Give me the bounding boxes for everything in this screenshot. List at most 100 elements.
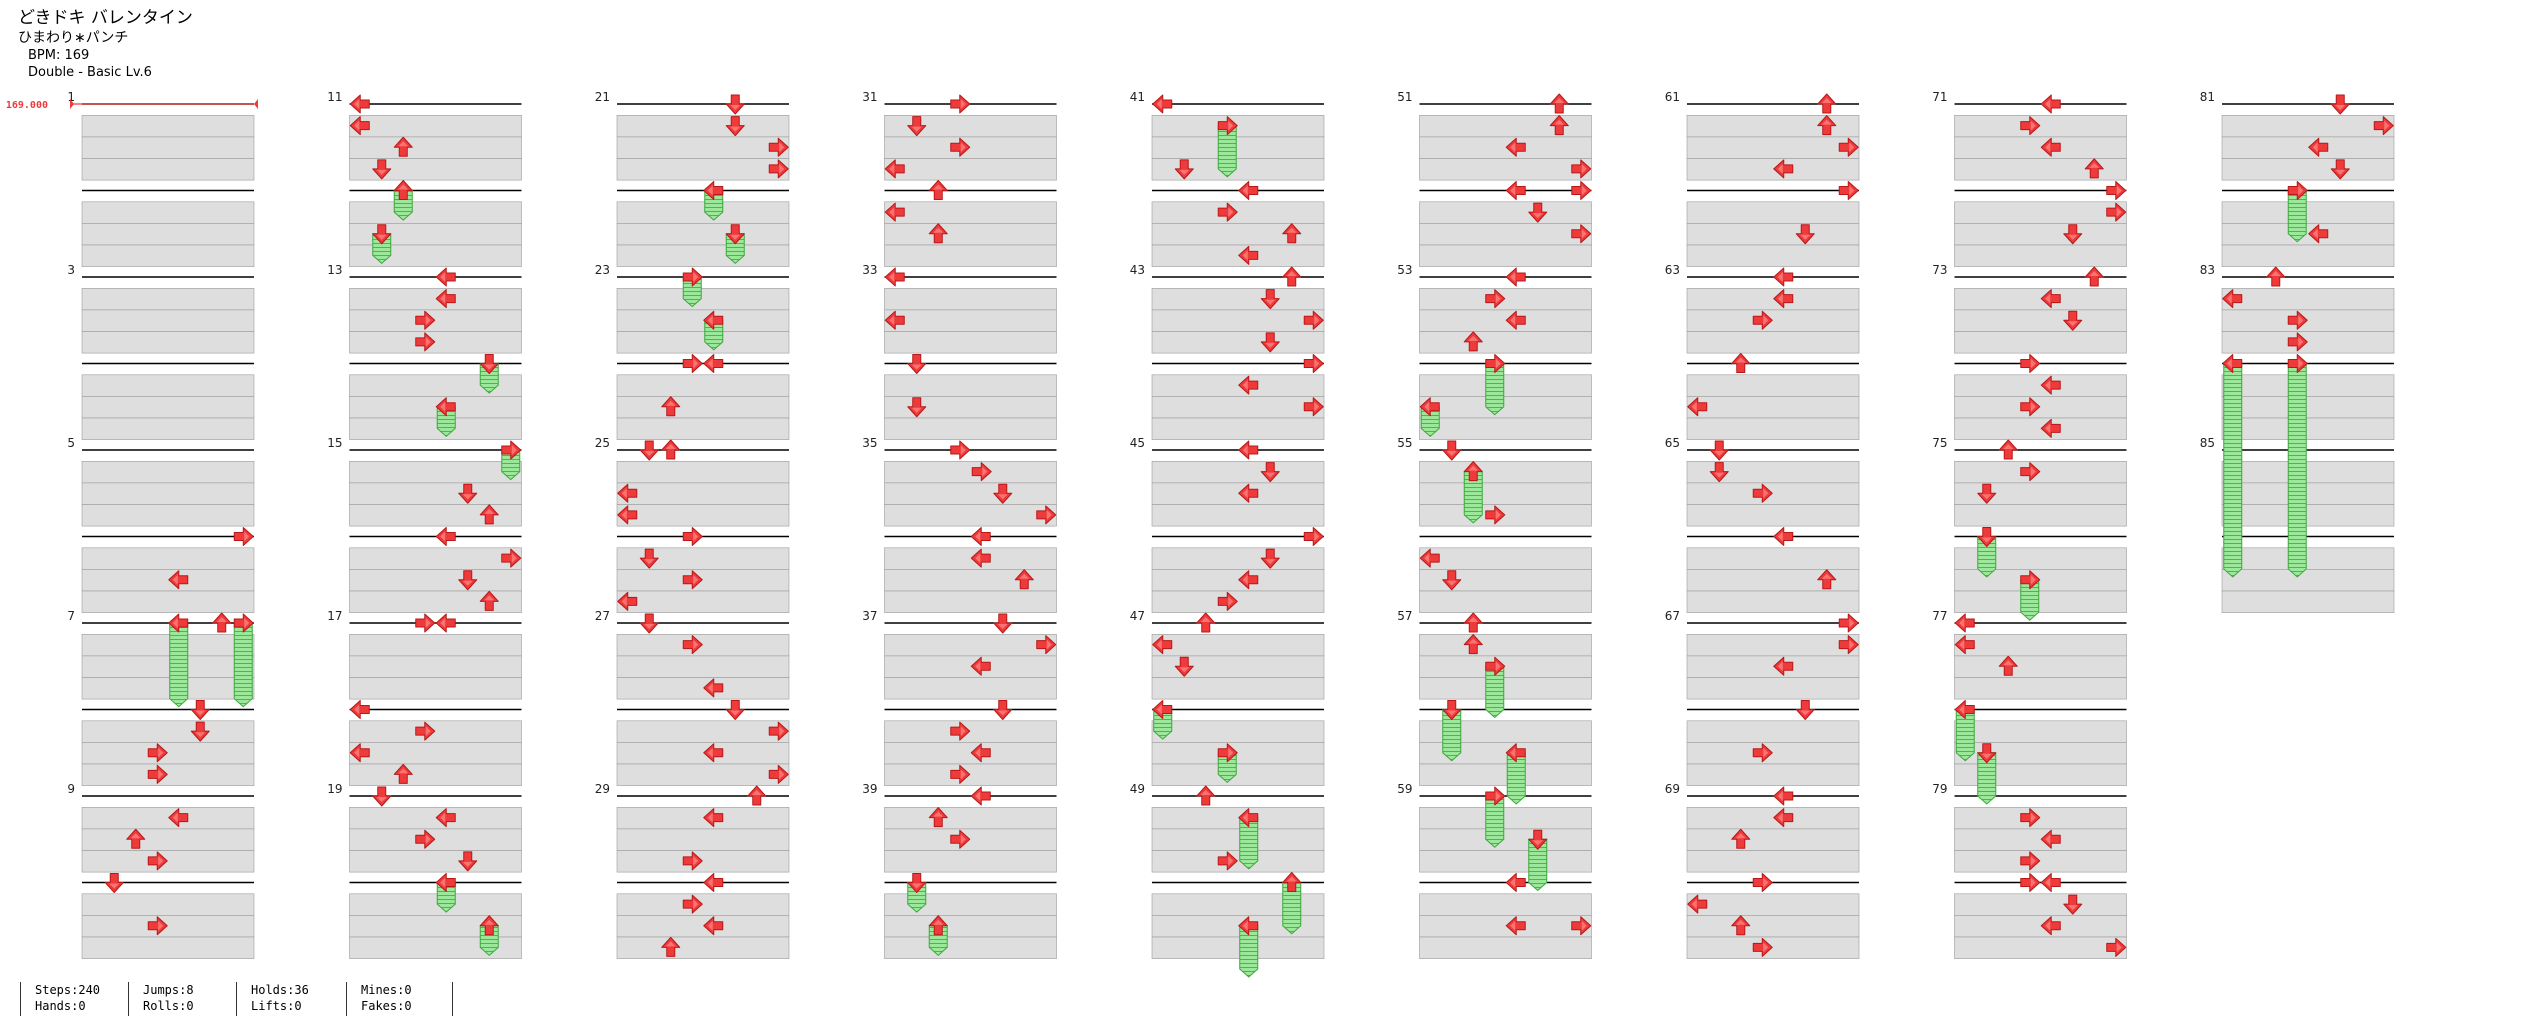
beat-row [1151, 309, 1325, 332]
beat-row [2221, 547, 2395, 570]
arrow-left-icon [435, 613, 456, 633]
arrow-left-icon [884, 159, 905, 179]
measure-number: 17 [327, 609, 342, 623]
arrow-down-icon [2063, 310, 2083, 331]
arrow-right-icon [2020, 808, 2041, 828]
stat-value: Holds:36 [251, 983, 309, 997]
hold-body [2223, 363, 2243, 578]
beat-row [1419, 677, 1592, 700]
beat-row [81, 850, 255, 873]
arrow-left-icon [1505, 181, 1526, 200]
hold-layer [169, 125, 2307, 978]
beat-row [1419, 460, 1592, 484]
beat-row [1954, 136, 2127, 159]
beat-row [1151, 742, 1325, 765]
beat-row [2221, 460, 2395, 484]
beat-row [884, 331, 1057, 354]
beat-row [1151, 936, 1325, 959]
arrow-left-icon [435, 527, 456, 546]
arrow-down-icon [2330, 94, 2350, 115]
stat-value: Fakes:0 [361, 999, 412, 1013]
beat-row [1686, 309, 1860, 332]
beat-row [1419, 201, 1592, 224]
arrow-right-icon [2020, 851, 2041, 871]
beat-row [1686, 633, 1860, 657]
beat-row [2221, 158, 2395, 181]
arrow-right-icon [971, 462, 992, 482]
arrow-up-icon [1463, 331, 1483, 352]
beat-row [616, 893, 790, 916]
beat-row [81, 915, 255, 938]
arrow-down-icon [639, 440, 659, 461]
arrow-right-icon [415, 310, 436, 330]
arrow-down-icon [993, 483, 1013, 504]
song-header: どきドキ バレンタイン ひまわり∗パンチ BPM: 169 Double - B… [18, 10, 193, 83]
measure-number: 39 [862, 782, 877, 796]
arrow-right-icon [147, 916, 168, 936]
arrow-up-icon [1196, 612, 1216, 633]
beat-row [884, 915, 1057, 938]
beat-row [349, 331, 522, 354]
arrow-right-icon [1838, 635, 1859, 655]
beat-row [884, 136, 1057, 159]
arrow-down-icon [190, 721, 210, 742]
arrow-right-icon [2287, 181, 2308, 200]
arrow-right-icon [1217, 591, 1238, 611]
beat-row [2221, 201, 2395, 224]
arrow-right-icon [1752, 483, 1773, 503]
arrow-left-icon [1238, 440, 1259, 460]
beat-row [2221, 569, 2395, 592]
beat-row [81, 655, 255, 678]
beat-row [1151, 547, 1325, 570]
measure-number: 23 [595, 263, 610, 277]
arrow-left-icon [2040, 137, 2061, 157]
beat-row [349, 115, 522, 138]
beat-row [349, 460, 522, 484]
beat-row [81, 677, 255, 700]
arrow-right-icon [950, 94, 971, 114]
beat-row [616, 417, 790, 440]
beat-row [616, 309, 790, 332]
arrow-up-icon [1731, 915, 1751, 936]
measure-number: 25 [595, 436, 610, 450]
beat-row [616, 223, 790, 246]
arrow-right-icon [1752, 873, 1773, 892]
beat-row [81, 936, 255, 959]
arrow-down-icon [993, 700, 1013, 720]
arrow-down-icon [1709, 440, 1729, 461]
arrow-left-icon [1773, 159, 1794, 179]
beat-row [81, 633, 255, 657]
beat-row [616, 504, 790, 527]
arrow-down-icon [907, 397, 927, 418]
beat-row [884, 374, 1057, 397]
beat-row [616, 633, 790, 657]
beat-row [884, 828, 1057, 851]
arrow-left-icon [1152, 635, 1173, 655]
beat-row [349, 590, 522, 613]
measure-number: 29 [595, 782, 610, 796]
arrow-down-icon [907, 873, 927, 893]
arrow-down-icon [458, 570, 478, 591]
arrow-down-icon [1442, 440, 1462, 461]
arrow-right-icon [950, 721, 971, 741]
arrow-left-icon [1505, 267, 1526, 287]
beat-row [616, 720, 790, 743]
difficulty-label: Double - Basic Lv.6 [28, 65, 152, 80]
arrow-right-icon [768, 721, 789, 741]
beat-row [1686, 720, 1860, 743]
beat-row [1419, 763, 1592, 786]
beat-row [884, 504, 1057, 527]
arrow-right-icon [2020, 570, 2041, 590]
beat-row [1954, 417, 2127, 440]
beat-row [1954, 893, 2127, 916]
beat-row [616, 569, 790, 592]
beat-row [1419, 655, 1592, 678]
arrow-right-icon [950, 440, 971, 460]
beat-row [1686, 742, 1860, 765]
arrow-up-icon [393, 136, 413, 157]
beat-row [1419, 331, 1592, 354]
arrow-right-icon [1217, 743, 1238, 763]
measure-number: 67 [1665, 609, 1680, 623]
stat-value: Mines:0 [361, 983, 412, 997]
beat-row [81, 482, 255, 505]
